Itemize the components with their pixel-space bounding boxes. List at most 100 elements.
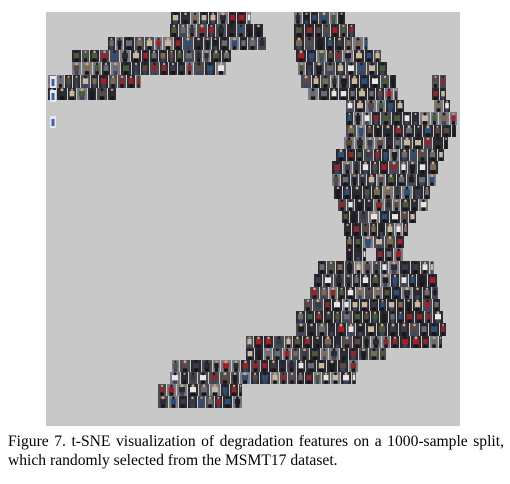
person-thumbnail xyxy=(444,137,448,149)
person-thumbnail xyxy=(370,299,378,311)
person-thumbnail xyxy=(145,37,154,50)
person-thumbnail xyxy=(346,287,355,299)
person-thumbnail xyxy=(296,311,305,323)
person-thumbnail xyxy=(378,62,387,75)
person-thumbnail xyxy=(444,100,450,112)
person-thumbnail xyxy=(430,261,434,274)
person-thumbnail xyxy=(370,75,380,88)
person-thumbnail xyxy=(357,62,366,75)
person-thumbnail xyxy=(359,348,368,360)
person-thumbnail xyxy=(347,323,355,336)
person-thumbnail xyxy=(220,37,229,50)
person-thumbnail xyxy=(418,149,427,161)
person-thumbnail xyxy=(127,75,135,88)
person-thumbnail xyxy=(390,149,399,161)
person-thumbnail xyxy=(204,37,211,50)
person-thumbnail xyxy=(349,348,358,360)
person-thumbnail xyxy=(338,287,345,299)
person-thumbnail xyxy=(172,360,179,372)
person-thumbnail xyxy=(385,199,392,211)
person-thumbnail xyxy=(77,88,87,100)
person-thumbnail xyxy=(401,199,410,211)
person-thumbnail xyxy=(359,211,368,223)
person-thumbnail xyxy=(167,384,176,396)
person-thumbnail xyxy=(369,211,379,223)
person-thumbnail xyxy=(389,161,399,174)
person-thumbnail xyxy=(334,336,341,348)
person-thumbnail-figure xyxy=(51,79,55,86)
person-thumbnail xyxy=(386,100,395,112)
person-thumbnail xyxy=(271,372,279,384)
person-thumbnail xyxy=(432,75,439,88)
person-thumbnail xyxy=(220,372,230,384)
person-thumbnail xyxy=(210,384,220,396)
person-thumbnail xyxy=(229,12,236,24)
person-thumbnail xyxy=(315,24,322,37)
person-thumbnail xyxy=(417,174,427,186)
person-thumbnail xyxy=(366,323,376,336)
person-thumbnail xyxy=(411,199,418,211)
person-thumbnail xyxy=(336,149,346,161)
person-thumbnail xyxy=(353,336,362,348)
person-thumbnail xyxy=(418,161,427,174)
person-thumbnail xyxy=(227,24,236,37)
person-thumbnail xyxy=(380,211,389,223)
person-thumbnail xyxy=(179,24,187,37)
person-thumbnail xyxy=(340,24,347,37)
person-thumbnail xyxy=(361,161,370,174)
person-thumbnail xyxy=(212,37,219,50)
person-thumbnail xyxy=(397,311,404,323)
person-thumbnail xyxy=(392,112,402,125)
person-thumbnail xyxy=(232,360,240,372)
person-thumbnail xyxy=(347,199,354,211)
person-thumbnail xyxy=(415,311,424,323)
person-thumbnail xyxy=(181,12,190,24)
person-thumbnail xyxy=(209,372,219,384)
person-thumbnail xyxy=(343,161,352,174)
person-thumbnail xyxy=(121,62,131,75)
person-thumbnail xyxy=(354,248,362,261)
person-thumbnail xyxy=(353,311,362,323)
person-thumbnail xyxy=(171,12,180,24)
person-thumbnail xyxy=(155,37,162,50)
person-thumbnail xyxy=(221,384,229,396)
person-thumbnail xyxy=(180,360,190,372)
person-thumbnail xyxy=(350,75,359,88)
person-thumbnail xyxy=(345,274,352,287)
person-thumbnail xyxy=(351,174,358,186)
person-thumbnail xyxy=(298,62,305,75)
person-thumbnail xyxy=(178,62,185,75)
person-thumbnail xyxy=(338,12,345,24)
person-thumbnail xyxy=(323,336,333,348)
person-thumbnail xyxy=(160,62,168,75)
person-thumbnail xyxy=(389,261,399,274)
person-thumbnail xyxy=(203,50,210,62)
person-thumbnail xyxy=(279,360,286,372)
person-thumbnail xyxy=(368,88,375,100)
person-thumbnail xyxy=(371,311,379,323)
person-thumbnail xyxy=(194,62,204,75)
person-thumbnail xyxy=(111,62,120,75)
person-thumbnail xyxy=(363,311,370,323)
person-thumbnail xyxy=(415,125,422,137)
person-thumbnail xyxy=(336,261,344,274)
person-thumbnail xyxy=(317,50,326,62)
person-thumbnail xyxy=(73,75,80,88)
person-thumbnail xyxy=(251,360,260,372)
person-thumbnail xyxy=(411,336,421,348)
person-thumbnail xyxy=(208,24,215,37)
person-thumbnail xyxy=(274,336,284,348)
person-thumbnail xyxy=(285,336,292,348)
person-thumbnail xyxy=(439,336,442,348)
person-thumbnail xyxy=(338,199,346,211)
person-thumbnail xyxy=(294,24,304,37)
person-thumbnail xyxy=(382,336,390,348)
person-thumbnail xyxy=(367,62,377,75)
person-thumbnail xyxy=(433,299,440,311)
person-thumbnail xyxy=(288,372,296,384)
person-thumbnail xyxy=(321,348,328,360)
person-thumbnail xyxy=(423,299,432,311)
person-thumbnail xyxy=(332,174,340,186)
person-thumbnail xyxy=(181,372,188,384)
person-thumbnail xyxy=(450,112,457,125)
